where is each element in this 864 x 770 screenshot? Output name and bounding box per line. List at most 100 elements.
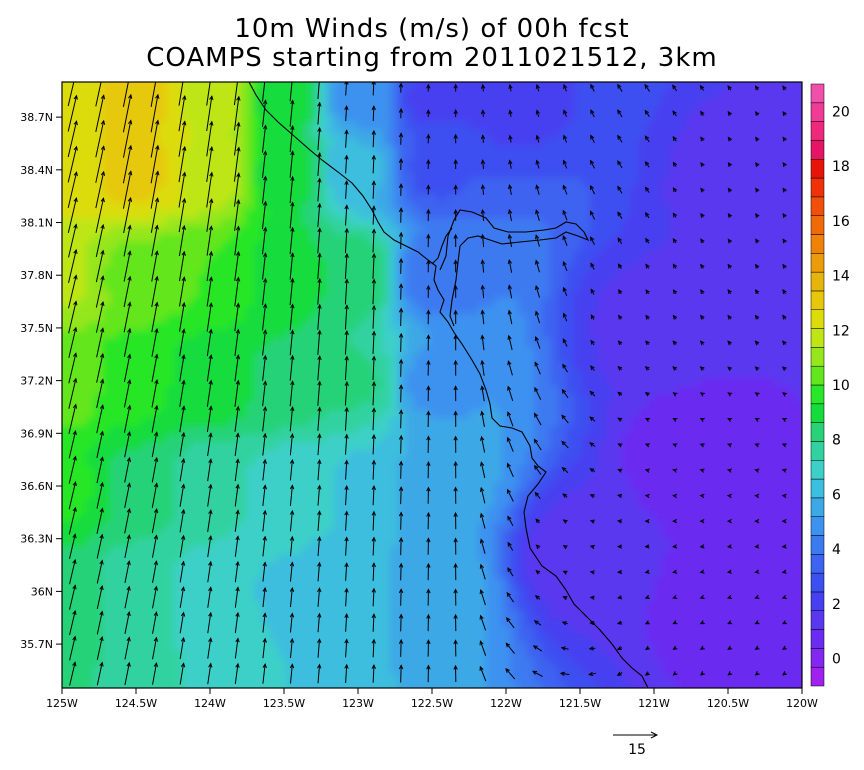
wind-vector [123, 353, 132, 383]
wind-vector [561, 621, 568, 626]
wind-vector [480, 334, 485, 351]
wind-vector [289, 354, 295, 381]
wind-vector [150, 82, 157, 107]
wind-vector [317, 459, 322, 481]
wind-vector [371, 252, 377, 279]
wind-vector [206, 250, 214, 282]
wind-vector [480, 309, 485, 325]
wind-vector [561, 440, 569, 449]
wind-vector [507, 488, 514, 502]
wind-vector [344, 154, 349, 174]
wind-vector [317, 355, 322, 381]
wind-vector [207, 509, 213, 533]
wind-vector [67, 197, 78, 233]
wind-vector [672, 84, 678, 92]
wind-vector [289, 432, 295, 456]
wind-vector [262, 637, 267, 659]
wind-vector [644, 418, 651, 423]
colorbar-swatch [810, 460, 825, 480]
wind-vector [617, 109, 623, 118]
wind-vector [782, 314, 787, 320]
wind-vector [234, 432, 240, 457]
wind-vector [534, 412, 542, 426]
colorbar-swatch [810, 83, 825, 104]
wind-vector [234, 662, 240, 685]
wind-vector [289, 380, 295, 407]
wind-vector [344, 587, 349, 607]
wind-vector [479, 614, 487, 631]
wind-vector [700, 187, 705, 193]
wind-vector [344, 663, 349, 684]
colorbar-swatch [810, 159, 825, 179]
wind-vector [344, 129, 349, 148]
wind-vector [782, 110, 787, 116]
wind-vector [754, 443, 760, 448]
wind-vector [727, 238, 733, 244]
wind-vector [507, 334, 513, 350]
wind-vector [95, 82, 102, 107]
wind-vector [699, 620, 705, 625]
wind-vector [398, 332, 404, 352]
wind-vector [317, 252, 322, 280]
y-tick-label: 36.3N [20, 533, 53, 546]
wind-vector [398, 409, 404, 429]
wind-vector [617, 211, 623, 219]
wind-vector [426, 664, 431, 683]
y-tick-label: 35.7N [20, 638, 53, 651]
wind-vector [151, 224, 159, 257]
wind-vector [344, 252, 349, 279]
wind-vector [727, 212, 733, 218]
wind-vector [262, 354, 268, 381]
wind-vector [234, 483, 240, 507]
wind-vector [317, 227, 322, 254]
wind-vector [672, 594, 678, 599]
wind-vector [150, 144, 160, 184]
wind-vector [755, 212, 760, 218]
y-tick-label: 36.6N [20, 480, 53, 493]
wind-vector [645, 237, 650, 244]
reference-arrow-head [650, 731, 659, 739]
wind-vector [726, 493, 732, 499]
wind-vector [179, 379, 186, 407]
wind-vector [672, 671, 678, 676]
wind-vector [616, 493, 623, 499]
wind-vector [726, 443, 733, 448]
wind-vector [344, 204, 349, 226]
wind-vector [122, 82, 129, 107]
wind-vector [562, 260, 568, 272]
wind-vector [262, 432, 268, 456]
wind-vector [95, 170, 106, 209]
wind-vector [344, 459, 349, 480]
wind-vector [672, 289, 678, 295]
wind-vector [672, 518, 678, 524]
wind-vector [700, 110, 705, 116]
wind-vector [590, 314, 595, 320]
wind-vector [506, 462, 514, 477]
wind-vector [289, 612, 295, 633]
wind-vector [453, 664, 458, 682]
wind-vector [426, 133, 431, 144]
wind-vector [781, 620, 787, 625]
wind-vector [755, 187, 760, 193]
wind-vector [590, 159, 595, 169]
colorbar-swatch [810, 234, 825, 254]
wind-vector [179, 328, 186, 357]
wind-vector [344, 179, 349, 199]
wind-vector [344, 227, 349, 254]
wind-vector [535, 234, 540, 247]
wind-vector [755, 110, 760, 116]
wind-vector [645, 340, 650, 346]
wind-vector [178, 224, 186, 257]
wind-vector [562, 235, 568, 246]
y-tick-label: 36.9N [20, 427, 53, 440]
wind-vector [754, 366, 760, 372]
wind-vector [262, 405, 268, 432]
wind-vector [672, 418, 678, 423]
colorbar-label: 10 [832, 378, 850, 394]
wind-vector [317, 177, 322, 202]
wind-vector [562, 596, 568, 601]
wind-vector [563, 83, 568, 92]
colorbar-label: 4 [832, 542, 841, 558]
x-tick-label: 120.5W [707, 697, 749, 710]
wind-vector [535, 159, 540, 169]
